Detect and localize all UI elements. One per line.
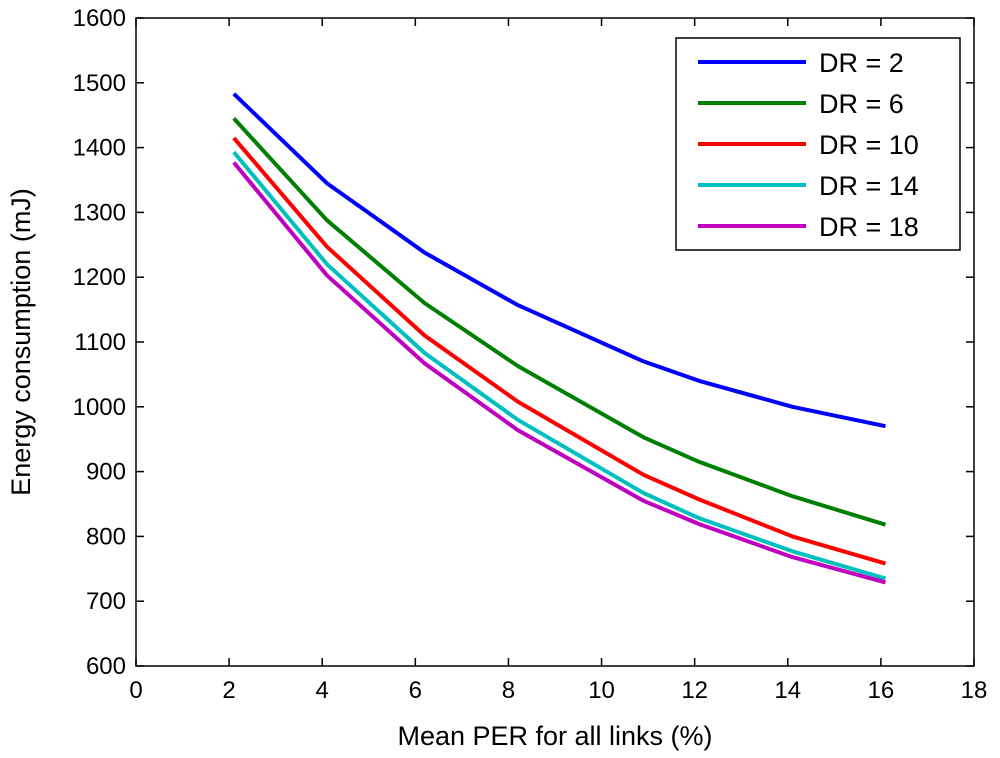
x-tick-label: 16 (868, 677, 895, 704)
x-tick-label: 4 (316, 677, 329, 704)
legend: DR = 2 DR = 6 DR = 10 DR = 14 DR = 18 (675, 37, 961, 251)
x-tick-label: 8 (502, 677, 515, 704)
series-layer (232, 92, 887, 585)
y-tick-label: 1200 (73, 264, 126, 291)
y-tick-label: 1300 (73, 199, 126, 226)
y-tick-label: 1400 (73, 135, 126, 162)
x-tick-label: 0 (129, 677, 142, 704)
series-line-3 (232, 136, 887, 566)
legend-label-4: DR = 14 (819, 171, 919, 201)
legend-label-3: DR = 10 (819, 130, 919, 160)
series-line-4 (232, 150, 887, 581)
y-tick-label: 1100 (74, 329, 126, 356)
legend-label-1: DR = 2 (819, 48, 904, 78)
y-tick-label: 600 (86, 653, 126, 680)
tick-layer: 0 2 4 6 8 10 12 14 16 18 600 700 800 900 1000 1100 1200 1… (73, 5, 988, 704)
x-tick-label: 2 (222, 677, 235, 704)
legend-label-2: DR = 6 (819, 89, 904, 119)
x-tick-label: 14 (774, 677, 801, 704)
x-tick-label: 18 (961, 677, 988, 704)
legend-label-5: DR = 18 (819, 212, 919, 242)
y-tick-label: 1500 (73, 70, 126, 97)
y-tick-label: 1000 (73, 394, 126, 421)
x-axis-title: Mean PER for all links (%) (397, 721, 712, 751)
series-line-1 (232, 92, 886, 429)
series-line-2 (232, 117, 887, 527)
x-tick-label: 6 (409, 677, 422, 704)
series-line-5 (232, 161, 887, 585)
x-tick-label: 12 (681, 677, 708, 704)
y-tick-label: 800 (86, 523, 126, 550)
x-tick-label: 10 (588, 677, 615, 704)
y-tick-label: 900 (86, 459, 126, 486)
y-axis-title: Energy consumption (mJ) (6, 188, 36, 496)
y-tick-label: 1600 (73, 5, 126, 32)
y-tick-label: 700 (86, 588, 126, 615)
